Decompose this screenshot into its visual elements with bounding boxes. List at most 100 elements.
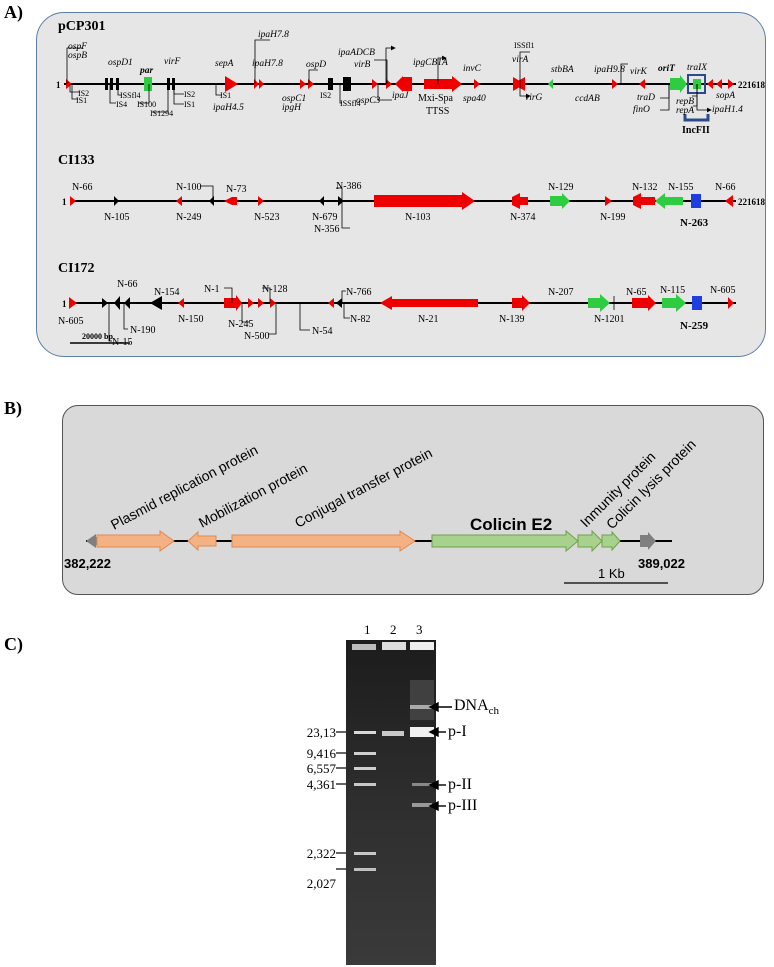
feature-arrow <box>270 298 276 308</box>
panel-b-label: B) <box>4 398 22 418</box>
panel-a-label: A) <box>4 2 23 22</box>
orf-label: N-73 <box>226 184 247 195</box>
orf-label: N-139 <box>499 314 525 325</box>
incfii-box <box>687 74 706 94</box>
gene-conjugal-transfer <box>231 530 416 552</box>
map-end-ci133: 221618 <box>738 197 766 207</box>
feature-arrow <box>605 196 612 206</box>
feature-arrow <box>258 196 264 206</box>
orf-label: N-66 <box>715 182 736 193</box>
orf-label: N-259 <box>680 320 709 332</box>
is-label: IS2 <box>78 89 89 98</box>
ci133-leaders <box>200 185 350 229</box>
gene-label: ipgCB1A <box>413 58 448 68</box>
orf-label: N-66 <box>117 279 138 290</box>
feature-arrow <box>66 79 72 89</box>
feature-arrow <box>69 297 77 309</box>
orf-label: N-21 <box>418 314 439 325</box>
orf-label: N-128 <box>262 284 288 295</box>
feature-arrow <box>150 296 162 310</box>
feature-arrow <box>612 79 618 89</box>
gene-grey-right <box>640 532 656 550</box>
orf-label: N-199 <box>600 212 626 223</box>
feature-arrow <box>728 79 734 89</box>
orf-label: N-150 <box>178 314 204 325</box>
ci133-features <box>70 192 733 210</box>
gene-label: ipaJ <box>392 91 409 101</box>
feature-box <box>116 78 119 90</box>
lane-3-label: 3 <box>416 622 423 637</box>
orf-label: N-356 <box>314 224 340 235</box>
gene-label: ccdAB <box>575 94 600 104</box>
panel-c-label: C) <box>4 634 23 654</box>
p3-label: p-III <box>448 797 478 814</box>
gene-label: ospC1 <box>282 94 306 104</box>
scale-bar-label: 20000 bp <box>82 332 113 341</box>
coord-right: 389,022 <box>638 556 685 571</box>
orf-label: N-523 <box>254 212 280 223</box>
is-label: IS1294 <box>150 109 173 118</box>
feature-arrow <box>662 294 686 312</box>
orf-label: N-100 <box>176 182 202 193</box>
well <box>410 642 434 650</box>
sample-band <box>382 731 404 736</box>
gene-label: ipgH <box>282 103 302 113</box>
gene-label: ospF <box>68 42 87 52</box>
feature-arrow <box>707 79 713 89</box>
gene-label: ipaH7.8 <box>258 30 289 40</box>
dna-ch-label: DNAch <box>454 697 499 717</box>
orf-label: N-766 <box>346 287 372 298</box>
gene-mobilization <box>187 530 217 552</box>
orf-label: N-132 <box>632 182 658 193</box>
feature-arrow <box>300 79 306 89</box>
gene-grey-left <box>86 534 99 548</box>
feature-arrow <box>258 298 264 308</box>
feature-arrow <box>380 296 478 310</box>
feature-arrow <box>424 76 462 92</box>
feature-arrow <box>548 79 553 89</box>
feature-arrow <box>338 196 344 206</box>
system-label: TTSS <box>426 106 449 117</box>
ladder-label: 2,322 <box>306 846 336 861</box>
kb-scale-label: 1 Kb <box>598 566 625 581</box>
ladder-band <box>354 731 376 734</box>
ladder-band <box>354 783 376 786</box>
orf-label: N-605 <box>710 285 736 296</box>
gene-label: stbBA <box>551 65 574 75</box>
dna-ch-band <box>410 705 434 709</box>
feature-arrow <box>70 196 76 206</box>
feature-arrow <box>336 298 342 308</box>
gene-lysis <box>601 530 621 552</box>
feature-arrow <box>102 298 108 308</box>
gene-label: ospD1 <box>108 58 133 68</box>
feature-arrow <box>512 193 528 209</box>
gene-label: repB <box>676 97 694 107</box>
orf-label: N-105 <box>104 212 130 223</box>
feature-box <box>167 78 170 90</box>
feature-arrow <box>655 193 683 209</box>
feature-arrow <box>474 79 480 89</box>
is-label: IS1 <box>184 100 195 109</box>
feature-arrow <box>395 76 403 92</box>
orf-label: N-374 <box>510 212 536 223</box>
p3-band <box>412 803 432 807</box>
system-label: Mxi-Spa <box>418 93 454 104</box>
orf-label: N-207 <box>548 287 574 298</box>
map-title-ci133: CI133 <box>58 153 95 168</box>
ci133-labels: N-66 N-105 N-100 N-249 N-73 N-523 N-679 … <box>72 181 736 235</box>
orf-label: N-263 <box>680 217 709 229</box>
ladder-label: 6,557 <box>306 761 336 776</box>
ladder-label: 2,027 <box>306 876 336 891</box>
p2-band <box>412 783 432 786</box>
well <box>382 642 406 650</box>
is-label: IS100 <box>137 100 156 109</box>
feature-arrow <box>178 298 184 308</box>
orf-label: N-103 <box>405 212 431 223</box>
gene-label: ipaH4.5 <box>213 103 244 113</box>
feature-arrow <box>716 79 722 89</box>
feature-box <box>691 194 701 208</box>
smear <box>410 680 434 720</box>
feature-arrow <box>633 193 655 209</box>
lane-2-label: 2 <box>390 622 397 637</box>
